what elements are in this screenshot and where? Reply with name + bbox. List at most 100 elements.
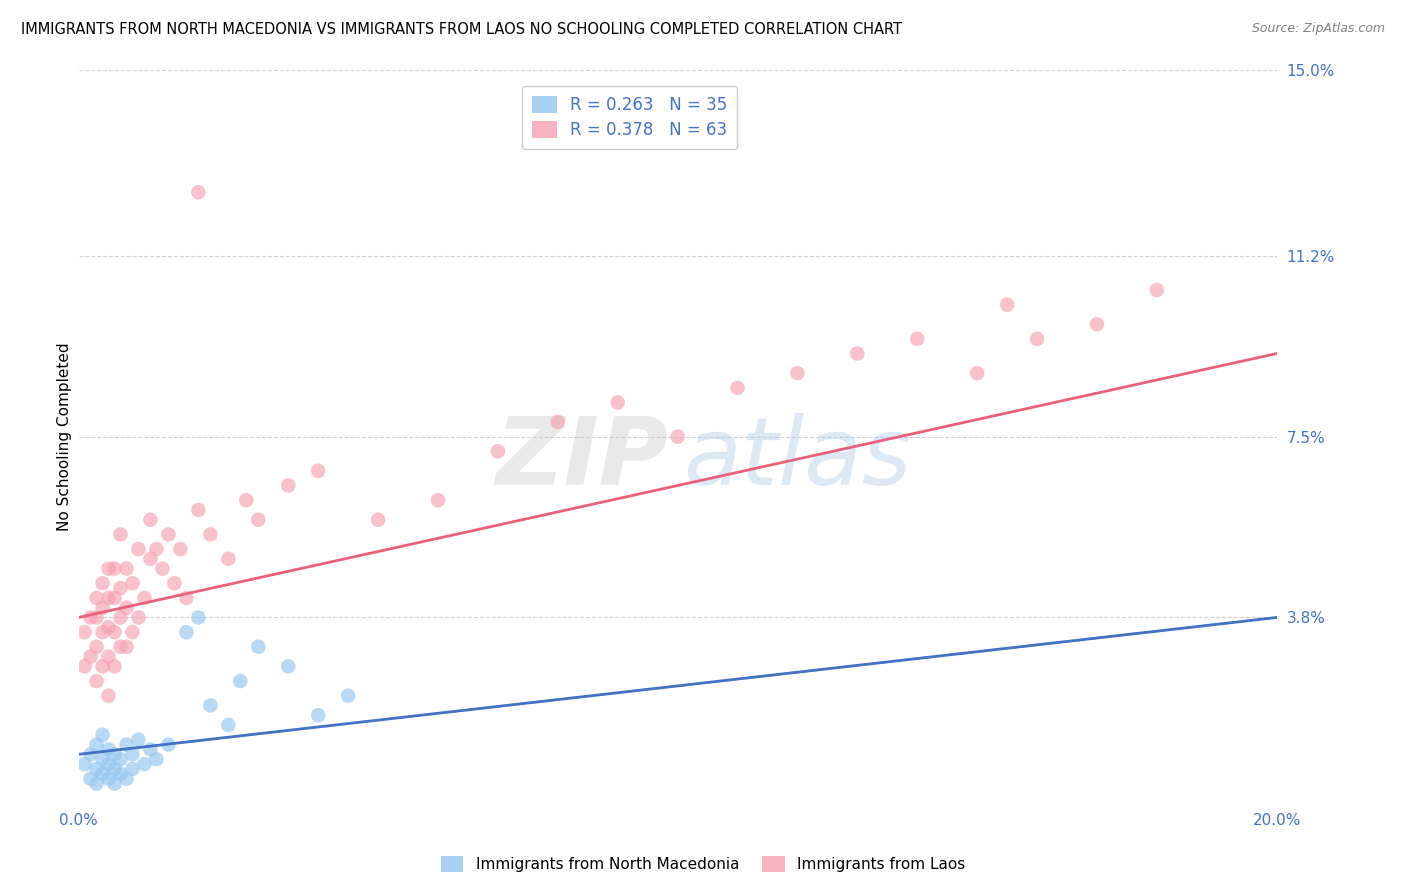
- Point: [995, 298, 1018, 312]
- Point: [97, 649, 120, 664]
- Point: [277, 478, 299, 492]
- Point: [91, 600, 114, 615]
- Point: [110, 752, 132, 766]
- Point: [200, 698, 222, 713]
- Y-axis label: No Schooling Completed: No Schooling Completed: [58, 343, 72, 531]
- Point: [121, 747, 143, 762]
- Point: [337, 689, 360, 703]
- Point: [229, 673, 252, 688]
- Point: [846, 346, 869, 360]
- Point: [367, 513, 389, 527]
- Point: [103, 747, 125, 762]
- Point: [786, 366, 808, 380]
- Point: [157, 738, 180, 752]
- Text: ZIP: ZIP: [495, 413, 668, 505]
- Point: [97, 772, 120, 786]
- Point: [103, 762, 125, 776]
- Point: [73, 625, 96, 640]
- Point: [157, 527, 180, 541]
- Point: [307, 464, 329, 478]
- Point: [97, 561, 120, 575]
- Point: [110, 640, 132, 654]
- Point: [121, 625, 143, 640]
- Point: [217, 718, 239, 732]
- Point: [97, 742, 120, 756]
- Point: [905, 332, 928, 346]
- Point: [91, 767, 114, 781]
- Point: [606, 395, 628, 409]
- Text: Source: ZipAtlas.com: Source: ZipAtlas.com: [1251, 22, 1385, 36]
- Point: [217, 551, 239, 566]
- Point: [97, 591, 120, 605]
- Point: [176, 625, 198, 640]
- Point: [966, 366, 988, 380]
- Point: [1146, 283, 1168, 297]
- Point: [547, 415, 569, 429]
- Point: [110, 767, 132, 781]
- Point: [91, 625, 114, 640]
- Point: [103, 625, 125, 640]
- Point: [86, 591, 108, 605]
- Point: [187, 503, 209, 517]
- Point: [73, 659, 96, 673]
- Point: [86, 673, 108, 688]
- Point: [1026, 332, 1049, 346]
- Point: [73, 757, 96, 772]
- Point: [200, 527, 222, 541]
- Point: [121, 762, 143, 776]
- Point: [139, 742, 162, 756]
- Point: [97, 757, 120, 772]
- Point: [86, 777, 108, 791]
- Point: [97, 620, 120, 634]
- Text: atlas: atlas: [683, 413, 911, 504]
- Point: [145, 542, 167, 557]
- Point: [134, 757, 156, 772]
- Legend: R = 0.263   N = 35, R = 0.378   N = 63: R = 0.263 N = 35, R = 0.378 N = 63: [522, 86, 738, 149]
- Point: [115, 772, 138, 786]
- Point: [134, 591, 156, 605]
- Point: [169, 542, 191, 557]
- Point: [110, 581, 132, 595]
- Point: [110, 527, 132, 541]
- Point: [103, 561, 125, 575]
- Point: [103, 591, 125, 605]
- Point: [235, 493, 257, 508]
- Point: [103, 659, 125, 673]
- Point: [145, 752, 167, 766]
- Point: [115, 738, 138, 752]
- Text: IMMIGRANTS FROM NORTH MACEDONIA VS IMMIGRANTS FROM LAOS NO SCHOOLING COMPLETED C: IMMIGRANTS FROM NORTH MACEDONIA VS IMMIG…: [21, 22, 903, 37]
- Point: [79, 649, 101, 664]
- Point: [79, 772, 101, 786]
- Point: [91, 728, 114, 742]
- Point: [163, 576, 186, 591]
- Point: [307, 708, 329, 723]
- Point: [139, 551, 162, 566]
- Point: [86, 640, 108, 654]
- Point: [486, 444, 509, 458]
- Point: [176, 591, 198, 605]
- Point: [115, 640, 138, 654]
- Point: [91, 752, 114, 766]
- Point: [121, 576, 143, 591]
- Point: [127, 610, 149, 624]
- Point: [127, 732, 149, 747]
- Point: [86, 610, 108, 624]
- Point: [86, 738, 108, 752]
- Point: [115, 600, 138, 615]
- Point: [187, 186, 209, 200]
- Point: [247, 513, 270, 527]
- Point: [127, 542, 149, 557]
- Point: [97, 689, 120, 703]
- Point: [666, 430, 689, 444]
- Point: [86, 762, 108, 776]
- Point: [727, 381, 749, 395]
- Point: [427, 493, 450, 508]
- Point: [139, 513, 162, 527]
- Point: [79, 610, 101, 624]
- Point: [187, 610, 209, 624]
- Point: [152, 561, 174, 575]
- Point: [1085, 317, 1108, 331]
- Point: [103, 777, 125, 791]
- Point: [277, 659, 299, 673]
- Point: [91, 659, 114, 673]
